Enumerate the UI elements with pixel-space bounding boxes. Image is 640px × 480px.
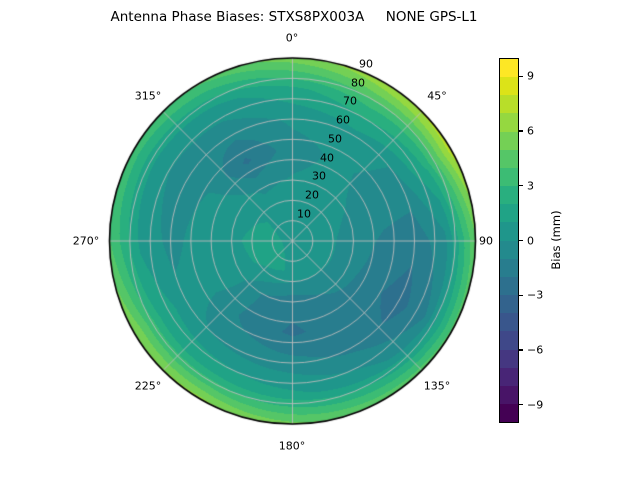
- colorbar-band: [500, 331, 518, 350]
- colorbar-tick-label: 3: [527, 179, 534, 193]
- colorbar-band: [500, 222, 518, 241]
- theta-label-270: 270°: [72, 234, 100, 248]
- r-label-80: 80: [351, 76, 365, 90]
- colorbar-band: [500, 77, 518, 96]
- theta-label-135: 135°: [423, 379, 451, 393]
- r-label-50: 50: [328, 132, 342, 146]
- colorbar-tick: [519, 130, 523, 132]
- colorbar: [499, 58, 519, 423]
- colorbar-band: [500, 149, 518, 168]
- r-label-40: 40: [320, 151, 334, 165]
- colorbar-tick: [519, 239, 523, 242]
- colorbar-tick: [519, 404, 523, 406]
- theta-label-225: 225°: [134, 379, 162, 393]
- theta-label-0: 0°: [285, 31, 299, 45]
- theta-label-90: 90: [479, 234, 493, 248]
- colorbar-tick-label: 9: [527, 69, 534, 83]
- colorbar-band: [500, 295, 518, 314]
- colorbar-tick-label: 6: [527, 124, 534, 138]
- colorbar-band: [500, 385, 518, 404]
- colorbar-band: [500, 276, 518, 296]
- colorbar-tick: [519, 185, 523, 187]
- colorbar-tick: [519, 349, 523, 351]
- colorbar-band: [500, 95, 518, 114]
- r-label-60: 60: [336, 113, 350, 127]
- polar-contour-plot: [106, 55, 478, 427]
- r-label-20: 20: [305, 188, 319, 202]
- colorbar-band: [500, 113, 518, 132]
- colorbar-tick-label: −9: [527, 398, 544, 412]
- colorbar-band: [500, 167, 518, 187]
- colorbar-band: [500, 367, 518, 386]
- r-label-30: 30: [312, 169, 326, 183]
- theta-label-315: 315°: [134, 89, 162, 103]
- colorbar-band: [500, 349, 518, 368]
- colorbar-band: [500, 131, 518, 150]
- colorbar-band: [500, 258, 518, 277]
- colorbar-tick: [519, 75, 523, 77]
- colorbar-band: [500, 313, 518, 332]
- theta-label-180: 180°: [278, 439, 306, 453]
- theta-label-45: 45°: [427, 89, 447, 103]
- colorbar-band: [500, 403, 518, 423]
- colorbar-band: [500, 186, 518, 205]
- colorbar-tick-label: −6: [527, 343, 544, 357]
- r-label-10: 10: [297, 207, 311, 221]
- colorbar-tick-label: 0: [527, 234, 534, 247]
- r-label-70: 70: [343, 94, 357, 108]
- colorbar-band: [500, 240, 518, 259]
- colorbar-band: [500, 59, 518, 78]
- chart-title: Antenna Phase Biases: STXS8PX003A NONE G…: [110, 9, 478, 25]
- colorbar-band: [500, 204, 518, 223]
- colorbar-axis-label: Bias (mm): [549, 210, 563, 270]
- r-label-90: 90: [359, 57, 373, 71]
- colorbar-tick-label: −3: [527, 288, 544, 302]
- colorbar-tick: [519, 294, 523, 296]
